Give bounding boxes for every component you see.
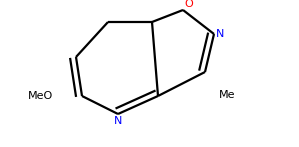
- Text: O: O: [184, 0, 193, 9]
- Text: N: N: [114, 116, 122, 126]
- Text: MeO: MeO: [28, 91, 53, 101]
- Text: Me: Me: [219, 90, 236, 100]
- Text: N: N: [216, 29, 224, 39]
